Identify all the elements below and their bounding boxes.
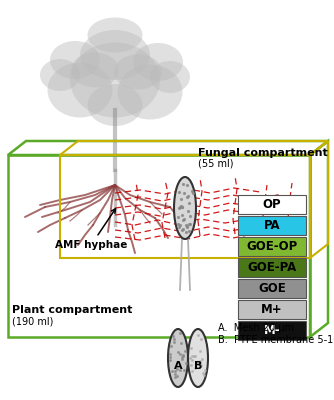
Ellipse shape [150,61,190,93]
Ellipse shape [168,329,188,387]
Text: (190 ml): (190 ml) [12,317,53,327]
Bar [238,279,306,298]
Text: OP: OP [263,198,281,211]
Bar [238,237,306,256]
Text: Fungal compartment: Fungal compartment [198,148,328,158]
Text: GOE-OP: GOE-OP [246,240,298,253]
Bar [8,155,310,337]
Text: PA: PA [264,219,280,232]
Bar [238,258,306,277]
Bar [238,321,306,340]
Ellipse shape [174,177,196,239]
Ellipse shape [133,43,183,81]
Bar [238,300,306,319]
Text: B.  PTFE membrane 5-10 μm: B. PTFE membrane 5-10 μm [218,335,334,345]
Text: AMF hyphae: AMF hyphae [55,209,127,250]
Text: (55 ml): (55 ml) [198,158,233,168]
Ellipse shape [118,64,182,120]
Text: GOE-PA: GOE-PA [247,261,297,274]
Text: GOE: GOE [258,282,286,295]
Ellipse shape [40,59,80,91]
Text: A.  Mesh 20 μm: A. Mesh 20 μm [218,323,294,333]
Ellipse shape [188,329,208,387]
Text: A: A [174,361,182,371]
Ellipse shape [71,52,119,88]
Ellipse shape [47,62,113,118]
Text: M+: M+ [261,303,283,316]
Text: M-: M- [264,324,280,337]
Ellipse shape [114,54,162,90]
Text: Plant compartment: Plant compartment [12,305,132,315]
Ellipse shape [88,18,143,52]
Bar [238,195,306,214]
Text: B: B [194,361,202,371]
Ellipse shape [80,30,150,80]
Ellipse shape [88,84,143,126]
Ellipse shape [70,42,160,118]
Bar [60,155,310,258]
Ellipse shape [50,41,100,79]
Bar [238,216,306,235]
